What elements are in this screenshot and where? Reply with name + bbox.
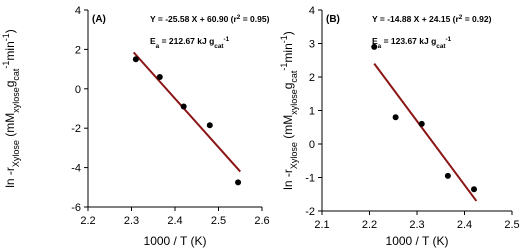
text-part: E bbox=[372, 36, 378, 46]
y-tick-label: -1 bbox=[305, 173, 315, 185]
data-point bbox=[206, 122, 213, 129]
text-part: -1 bbox=[445, 36, 451, 43]
text-part: Xylose bbox=[289, 142, 299, 169]
text-part: -1 bbox=[1, 61, 11, 69]
data-point bbox=[444, 172, 451, 179]
text-part: = 123.67 kJ g bbox=[381, 36, 436, 46]
text-part: g bbox=[281, 83, 295, 90]
y-tick-label: 2 bbox=[75, 44, 81, 56]
text-part: Y = -25.58 X + 60.90 (r bbox=[150, 14, 237, 24]
text-part: ) bbox=[3, 29, 17, 33]
panel-label: (B) bbox=[326, 14, 340, 25]
data-point bbox=[418, 120, 425, 127]
activation-energy: Ea = 123.67 kJ gcat-1 bbox=[372, 36, 452, 50]
y-tick-label: -2 bbox=[305, 206, 315, 218]
text-part: cat bbox=[289, 70, 299, 83]
x-tick-label: 2.5 bbox=[211, 215, 226, 227]
text-part: g bbox=[3, 81, 17, 88]
text-part: 2 bbox=[459, 14, 463, 21]
text-part: 2 bbox=[237, 14, 241, 21]
fit-line bbox=[132, 51, 241, 173]
y-tick-label: 4 bbox=[75, 5, 81, 17]
equation: Y = -25.58 X + 60.90 (r2 = 0.95) bbox=[150, 14, 270, 25]
text-part: -1 bbox=[279, 63, 289, 71]
text-part: a bbox=[156, 43, 160, 50]
x-tick-label: 2.2 bbox=[80, 215, 95, 227]
x-tick-label: 2.4 bbox=[167, 215, 182, 227]
x-tick-label: 2.5 bbox=[504, 219, 519, 231]
y-tick-label: 0 bbox=[309, 139, 315, 151]
text-part: ln -r bbox=[3, 167, 17, 188]
panel-label: (A) bbox=[92, 14, 106, 25]
text-part: ) bbox=[281, 31, 295, 35]
text-part: E bbox=[150, 36, 156, 46]
text-part: ln -r bbox=[281, 169, 295, 190]
text-part: cat bbox=[436, 43, 446, 50]
equation: Y = -14.88 X + 24.15 (r2 = 0.92) bbox=[372, 14, 492, 25]
x-tick-label: 2.3 bbox=[409, 219, 424, 231]
data-point bbox=[392, 114, 399, 121]
text-part: = 0.92) bbox=[462, 14, 491, 24]
text-part: min bbox=[3, 41, 17, 60]
text-part: Xylose bbox=[11, 140, 21, 167]
text-part: a bbox=[378, 43, 382, 50]
y-tick-label: 4 bbox=[309, 5, 315, 17]
text-part: -1 bbox=[223, 36, 229, 43]
x-tick-label: 2.3 bbox=[124, 215, 139, 227]
text-part: Y = -14.88 X + 24.15 (r bbox=[372, 14, 459, 24]
y-tick-label: 1 bbox=[309, 106, 315, 118]
x-tick-label: 2.4 bbox=[457, 219, 472, 231]
text-part: cat bbox=[11, 68, 21, 81]
text-part: = 0.95) bbox=[240, 14, 269, 24]
text-part: cat bbox=[214, 43, 224, 50]
y-tick-label: -4 bbox=[71, 163, 81, 175]
data-point bbox=[371, 43, 378, 50]
y-axis-label: ln -rXylose (mMxylosegcat-1min-1) bbox=[279, 31, 299, 190]
y-tick-label: 0 bbox=[75, 84, 81, 96]
text-part: min bbox=[281, 43, 295, 62]
data-point bbox=[156, 73, 163, 80]
y-tick-label: 2 bbox=[309, 72, 315, 84]
text-part: (mM bbox=[3, 113, 17, 140]
data-point bbox=[180, 103, 187, 110]
x-axis-label: 1000 / T (K) bbox=[144, 234, 207, 248]
data-point bbox=[132, 56, 139, 63]
text-part: -1 bbox=[1, 33, 11, 41]
text-part: xylose bbox=[289, 89, 299, 115]
x-tick-label: 2.2 bbox=[362, 219, 377, 231]
x-tick-label: 2.6 bbox=[254, 215, 269, 227]
fit-line bbox=[373, 63, 478, 202]
y-axis-label: ln -rXylose (mMxylosegcat-1min-1) bbox=[1, 29, 21, 188]
x-axis-label: 1000 / T (K) bbox=[386, 234, 449, 248]
text-part: -1 bbox=[279, 35, 289, 43]
data-point bbox=[471, 186, 477, 193]
activation-energy: Ea = 212.67 kJ gcat-1 bbox=[150, 36, 230, 50]
y-tick-label: 3 bbox=[309, 39, 315, 51]
text-part: xylose bbox=[11, 87, 21, 113]
y-tick-label: -6 bbox=[71, 202, 81, 214]
data-point bbox=[235, 179, 242, 186]
x-tick-label: 2.1 bbox=[314, 219, 329, 231]
y-tick-label: -2 bbox=[71, 123, 81, 135]
text-part: (mM bbox=[281, 115, 295, 142]
text-part: = 212.67 kJ g bbox=[159, 36, 214, 46]
